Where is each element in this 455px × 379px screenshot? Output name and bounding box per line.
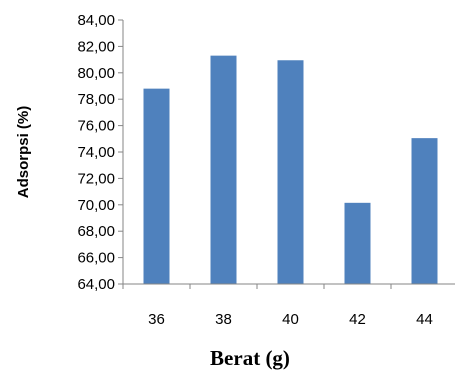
y-tick-label: 84,00	[77, 12, 115, 29]
y-tick-label: 74,00	[77, 144, 115, 161]
x-tick-label: 40	[282, 311, 299, 328]
y-tick-label: 72,00	[77, 170, 115, 187]
bar-42	[344, 202, 371, 284]
bars-group	[143, 55, 438, 285]
bar-38	[210, 55, 237, 284]
y-axis-ticks: 64,00 66,00 68,00 70,00 72,00 74,00 76,00 78,00…	[77, 12, 123, 293]
y-tick-label: 64,00	[77, 276, 115, 293]
x-tick-label: 36	[148, 311, 165, 328]
x-axis-title: Berat (g)	[210, 346, 290, 370]
y-tick-label: 78,00	[77, 91, 115, 108]
y-tick-label: 82,00	[77, 38, 115, 55]
y-tick-label: 68,00	[77, 223, 115, 240]
bar-36	[143, 88, 170, 284]
x-tick-label: 42	[349, 311, 366, 328]
bar-40	[277, 60, 304, 285]
x-axis-ticks: 36 38 40 42 44	[122, 284, 433, 328]
x-tick-label: 44	[416, 311, 433, 328]
bar-44	[411, 138, 438, 284]
y-tick-label: 76,00	[77, 118, 115, 135]
y-axis-title: Adsorpsi (%)	[15, 106, 32, 199]
x-tick-label: 38	[215, 311, 232, 328]
y-tick-label: 70,00	[77, 197, 115, 214]
y-tick-label: 80,00	[77, 65, 115, 82]
y-tick-label: 66,00	[77, 250, 115, 267]
